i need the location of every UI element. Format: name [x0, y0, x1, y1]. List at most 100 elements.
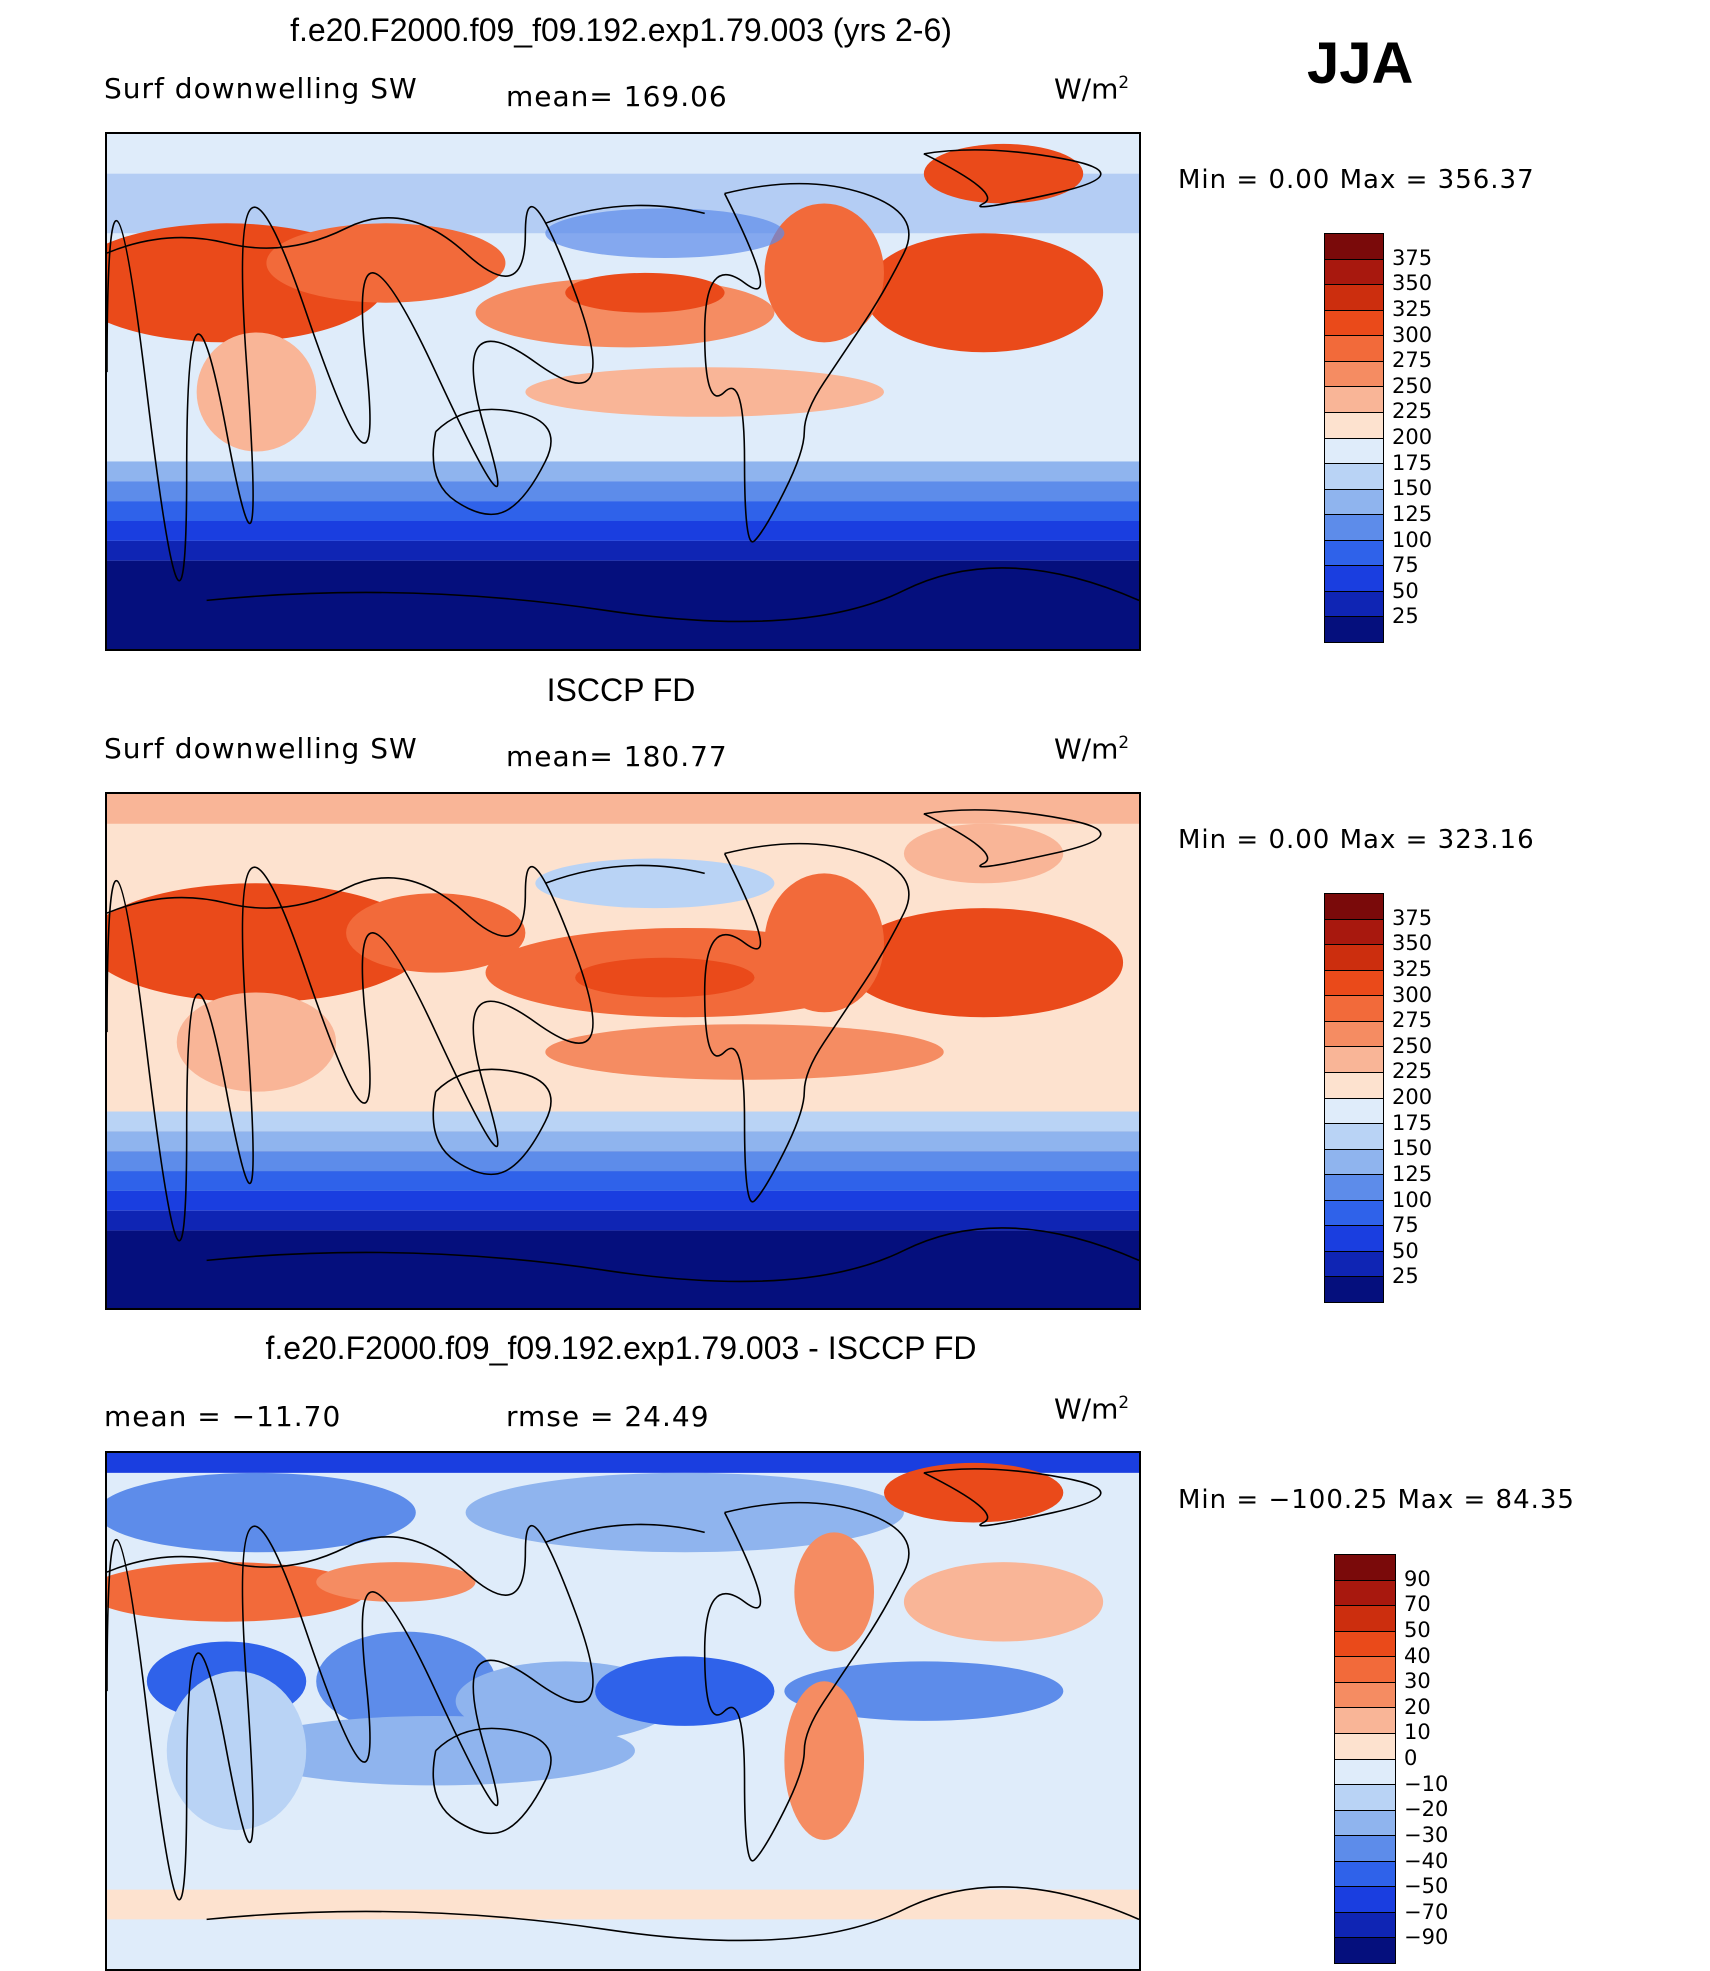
panel-2-minmax: Min = 0.00 Max = 323.16: [1178, 825, 1535, 855]
colorbar-tick-label: 275: [1392, 1008, 1433, 1033]
colorbar-swatch: [1335, 1580, 1395, 1607]
panel-2-units: W/m2: [1054, 732, 1130, 766]
colorbar-tick-label: −40: [1404, 1848, 1449, 1873]
colorbar-swatch: [1325, 1251, 1383, 1278]
panel-1-mean-label: mean= 169.06: [506, 80, 728, 113]
colorbar-swatch: [1325, 1200, 1383, 1227]
panel-3-minmax: Min = −100.25 Max = 84.35: [1178, 1485, 1575, 1515]
panel-2-title: ISCCP FD: [546, 672, 696, 708]
colorbar-tick-label: 30: [1404, 1669, 1431, 1694]
colorbar-tick-label: 75: [1392, 553, 1419, 578]
colorbar-swatch: [1325, 464, 1383, 490]
colorbar-swatch: [1325, 259, 1383, 286]
colorbar-tick-label: 200: [1392, 1085, 1433, 1109]
colorbar-swatch: [1335, 1708, 1395, 1734]
colorbar-tick-label: 25: [1392, 604, 1419, 629]
panel-1-colorbar: [1324, 233, 1384, 643]
colorbar-tick-label: 375: [1392, 245, 1433, 270]
panel-3-rmse-label: rmse = 24.49: [506, 1400, 710, 1433]
colorbar-swatch: [1325, 1021, 1383, 1048]
colorbar-tick-label: 10: [1404, 1720, 1431, 1745]
panel-3-units: W/m2: [1054, 1392, 1130, 1426]
colorbar-tick-label: 75: [1392, 1213, 1419, 1238]
colorbar-tick-label: 125: [1392, 1161, 1433, 1186]
colorbar-tick-label: 50: [1392, 578, 1419, 603]
colorbar-swatch: [1325, 387, 1383, 413]
colorbar-tick-label: 250: [1392, 373, 1433, 398]
colorbar-swatch: [1325, 1098, 1383, 1125]
colorbar-swatch: [1325, 1277, 1383, 1302]
colorbar-swatch: [1325, 438, 1383, 465]
colorbar-swatch: [1335, 1759, 1395, 1786]
colorbar-swatch: [1325, 919, 1383, 946]
colorbar-tick-label: 50: [1392, 1238, 1419, 1263]
colorbar-swatch: [1325, 336, 1383, 362]
colorbar-swatch: [1335, 1606, 1395, 1632]
colorbar-tick-label: 350: [1392, 931, 1433, 956]
colorbar-swatch: [1335, 1887, 1395, 1913]
colorbar-tick-label: 90: [1404, 1566, 1431, 1591]
colorbar-swatch: [1325, 285, 1383, 311]
season-label: JJA: [1307, 31, 1414, 96]
colorbar-swatch: [1325, 1149, 1383, 1176]
colorbar-tick-label: 375: [1392, 905, 1433, 930]
colorbar-swatch: [1335, 1785, 1395, 1811]
colorbar-tick-label: −90: [1404, 1925, 1449, 1950]
colorbar-tick-label: 350: [1392, 271, 1433, 296]
panel-1-title: f.e20.F2000.f09_f09.192.exp1.79.003 (yrs…: [290, 12, 952, 48]
colorbar-swatch: [1325, 1124, 1383, 1150]
colorbar-tick-label: 100: [1392, 527, 1433, 552]
panel-1-minmax: Min = 0.00 Max = 356.37: [1178, 165, 1535, 195]
colorbar-swatch: [1335, 1836, 1395, 1862]
colorbar-tick-label: 300: [1392, 322, 1433, 347]
colorbar-tick-label: 225: [1392, 399, 1433, 424]
colorbar-swatch: [1335, 1912, 1395, 1939]
colorbar-tick-label: 300: [1392, 982, 1433, 1007]
colorbar-tick-label: 325: [1392, 296, 1433, 321]
colorbar-swatch: [1335, 1861, 1395, 1888]
colorbar-tick-label: 275: [1392, 348, 1433, 373]
colorbar-tick-label: 25: [1392, 1264, 1419, 1289]
colorbar-swatch: [1325, 1175, 1383, 1201]
colorbar-tick-label: −50: [1404, 1874, 1449, 1899]
colorbar-swatch: [1325, 894, 1383, 920]
colorbar-swatch: [1325, 970, 1383, 997]
colorbar-swatch: [1325, 1226, 1383, 1252]
panel-3-mean-label: mean = −11.70: [104, 1400, 342, 1433]
colorbar-swatch: [1335, 1631, 1395, 1658]
colorbar-swatch: [1325, 361, 1383, 388]
colorbar-tick-label: −30: [1404, 1822, 1449, 1847]
colorbar-tick-label: 20: [1404, 1694, 1431, 1719]
panel-1-units: W/m2: [1054, 72, 1130, 106]
colorbar-tick-label: 100: [1392, 1187, 1433, 1212]
colorbar-swatch: [1325, 412, 1383, 439]
colorbar-tick-label: −20: [1404, 1797, 1449, 1822]
colorbar-swatch: [1335, 1657, 1395, 1683]
colorbar-swatch: [1335, 1938, 1395, 1963]
colorbar-swatch: [1325, 945, 1383, 971]
colorbar-tick-label: 150: [1392, 1136, 1433, 1161]
colorbar-tick-label: 125: [1392, 501, 1433, 526]
panel-1-map: [105, 132, 1141, 651]
colorbar-swatch: [1325, 1072, 1383, 1099]
colorbar-tick-label: 70: [1404, 1592, 1431, 1617]
colorbar-swatch: [1325, 1047, 1383, 1073]
panel-2-mean-label: mean= 180.77: [506, 740, 728, 773]
colorbar-tick-label: −10: [1404, 1771, 1449, 1796]
colorbar-swatch: [1325, 234, 1383, 260]
colorbar-tick-label: 0: [1404, 1746, 1418, 1770]
panel-1-variable-label: Surf downwelling SW: [104, 72, 418, 105]
colorbar-swatch: [1325, 489, 1383, 516]
colorbar-tick-label: 250: [1392, 1033, 1433, 1058]
colorbar-tick-label: 200: [1392, 425, 1433, 449]
colorbar-swatch: [1325, 515, 1383, 541]
panel-3-colorbar: [1334, 1554, 1396, 1964]
colorbar-swatch: [1325, 617, 1383, 642]
colorbar-swatch: [1335, 1733, 1395, 1760]
colorbar-tick-label: 325: [1392, 956, 1433, 981]
colorbar-swatch: [1325, 996, 1383, 1022]
colorbar-tick-label: 175: [1392, 450, 1433, 475]
colorbar-swatch: [1325, 566, 1383, 592]
colorbar-swatch: [1335, 1682, 1395, 1709]
colorbar-swatch: [1335, 1555, 1395, 1581]
